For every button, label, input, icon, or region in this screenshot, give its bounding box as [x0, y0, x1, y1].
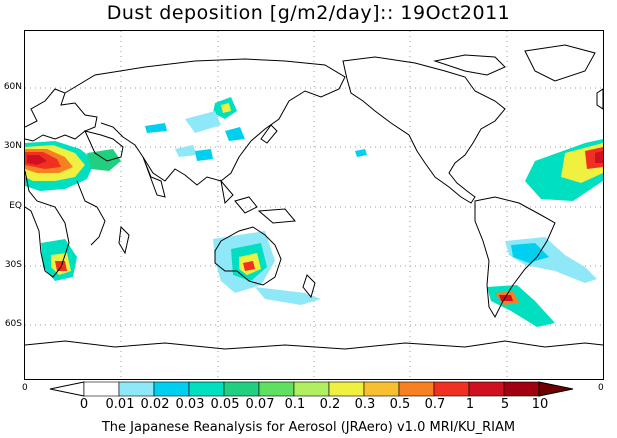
colorbar-label: 0	[79, 397, 89, 412]
colorbar-under-triangle	[49, 381, 85, 397]
right-edge-label: 0	[598, 383, 604, 393]
colorbar-label: 0.1	[284, 397, 306, 412]
colorbar-over-triangle	[538, 381, 574, 397]
colorbar-label: 5	[500, 397, 510, 412]
grid-lines	[25, 31, 603, 379]
colorbar-swatch	[83, 381, 120, 397]
lat-label-60s: 60S	[4, 319, 22, 329]
lat-label-eq: EQ	[9, 201, 22, 211]
colorbar-swatch	[433, 381, 470, 397]
left-edge-label: 0	[22, 383, 28, 393]
colorbar-label: 0.2	[319, 397, 341, 412]
dust-deposition-field	[25, 97, 603, 327]
footer-credit: The Japanese Reanalysis for Aerosol (JRA…	[101, 420, 516, 435]
colorbar-swatch	[153, 381, 190, 397]
lat-label-30n: 30N	[3, 141, 22, 151]
colorbar-swatch	[398, 381, 435, 397]
colorbar-label: 1	[465, 397, 475, 412]
colorbar-label: 0.5	[389, 397, 411, 412]
lat-label-30s: 30S	[4, 260, 22, 270]
colorbar-swatch	[118, 381, 155, 397]
colorbar-label: 10	[531, 397, 549, 412]
lat-label-60n: 60N	[3, 82, 22, 92]
coastlines	[25, 44, 603, 350]
colorbar-swatch	[188, 381, 225, 397]
colorbar-swatch	[468, 381, 505, 397]
colorbar-label: 0.01	[105, 397, 135, 412]
map-canvas	[25, 31, 603, 379]
colorbar-label: 0.03	[175, 397, 205, 412]
world-map	[24, 30, 604, 380]
colorbar-label: 0.7	[424, 397, 446, 412]
colorbar-swatch	[223, 381, 260, 397]
colorbar-swatch	[328, 381, 365, 397]
colorbar-label: 0.07	[245, 397, 275, 412]
colorbar-label: 0.05	[210, 397, 240, 412]
colorbar-label: 0.02	[140, 397, 170, 412]
colorbar-swatch	[293, 381, 330, 397]
colorbar-swatch	[363, 381, 400, 397]
colorbar	[49, 381, 574, 397]
map-title: Dust deposition [g/m2/day]:: 19Oct2011	[106, 2, 511, 24]
colorbar-swatch	[258, 381, 295, 397]
colorbar-label: 0.3	[354, 397, 376, 412]
colorbar-swatch	[503, 381, 540, 397]
